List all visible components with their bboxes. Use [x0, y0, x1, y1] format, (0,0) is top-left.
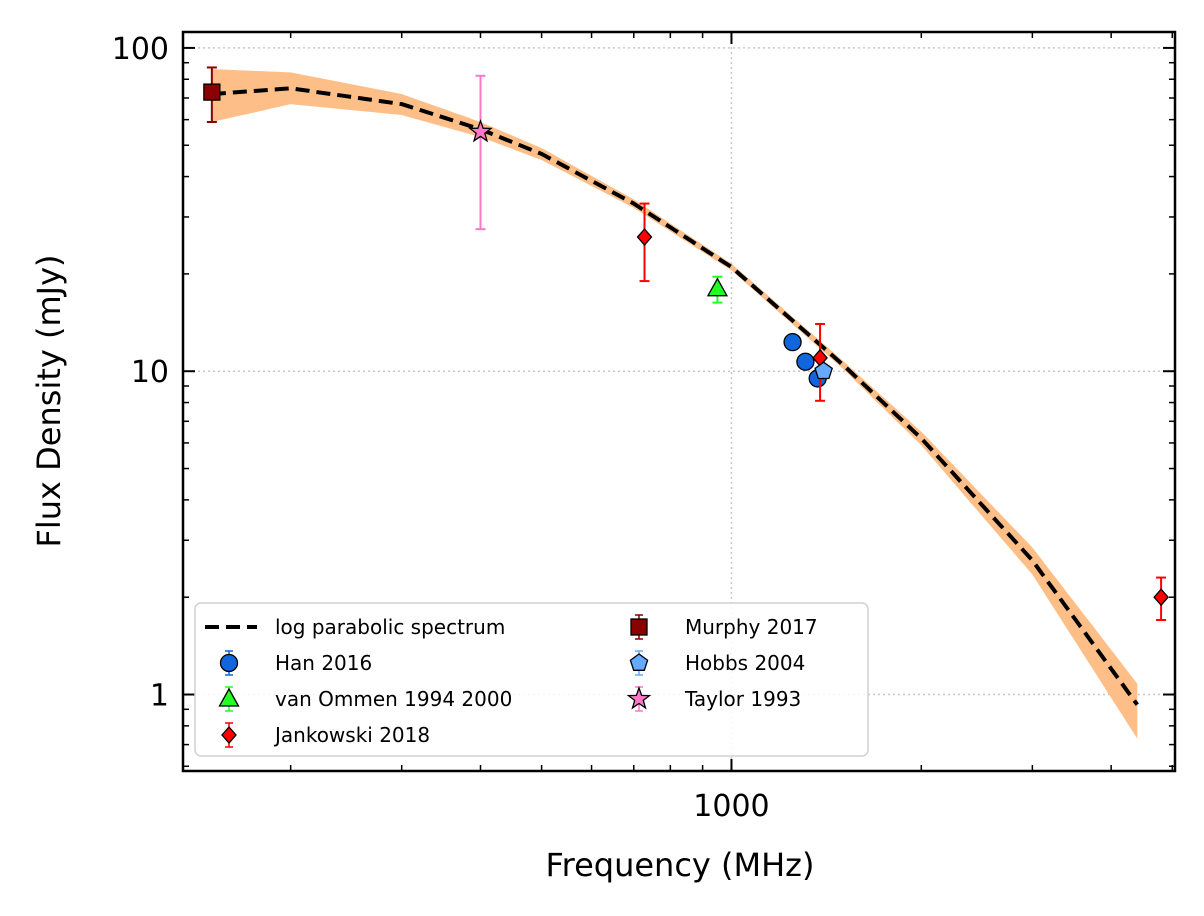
- x-tick-label: 1000: [693, 789, 769, 824]
- murphy-2017-point: [203, 83, 221, 101]
- han-2016-point: [783, 332, 802, 352]
- jankowski-2018-point: [1153, 588, 1169, 607]
- y-tick-label: 100: [112, 32, 169, 67]
- legend-entry-label: van Ommen 1994 2000: [275, 687, 512, 711]
- legend-entry-label: Han 2016: [275, 651, 372, 675]
- legend-marker-swatch: [626, 686, 652, 710]
- legend-marker-swatch: [219, 653, 239, 673]
- legend-entry-label: log parabolic spectrum: [275, 615, 505, 639]
- y-tick-label: 10: [131, 355, 169, 390]
- jankowski-2018-point: [636, 228, 653, 247]
- han-2016-point: [796, 352, 815, 371]
- axes: 1000 1 10 100: [112, 30, 1177, 824]
- data-points: [203, 66, 1169, 622]
- model-curve-line: [211, 86, 1139, 706]
- legend-marker-swatch: [218, 687, 240, 707]
- hobbs-2004-point: [814, 361, 833, 380]
- plot-frame: [181, 30, 1177, 773]
- legend-entry-label: Hobbs 2004: [685, 651, 805, 675]
- y-axis-label: Flux Density (mJy): [30, 254, 68, 547]
- legend-marker-swatch: [629, 653, 649, 671]
- taylor-1993-point: [468, 118, 493, 143]
- x-axis-label: Frequency (MHz): [546, 846, 815, 884]
- legend-entry-label: Taylor 1993: [684, 687, 801, 711]
- van-ommen-1994-2000-point: [706, 277, 729, 297]
- legend-entry-label: Jankowski 2018: [273, 723, 430, 747]
- legend-marker-swatch: [221, 726, 237, 744]
- legend: log parabolic spectrum Han 2016 van Ommen …: [194, 602, 869, 757]
- legend-entry-label: Murphy 2017: [685, 615, 818, 639]
- model-curve: [211, 86, 1139, 706]
- y-tick-label: 1: [150, 679, 169, 714]
- legend-box: [194, 602, 869, 757]
- legend-marker-swatch: [630, 618, 648, 636]
